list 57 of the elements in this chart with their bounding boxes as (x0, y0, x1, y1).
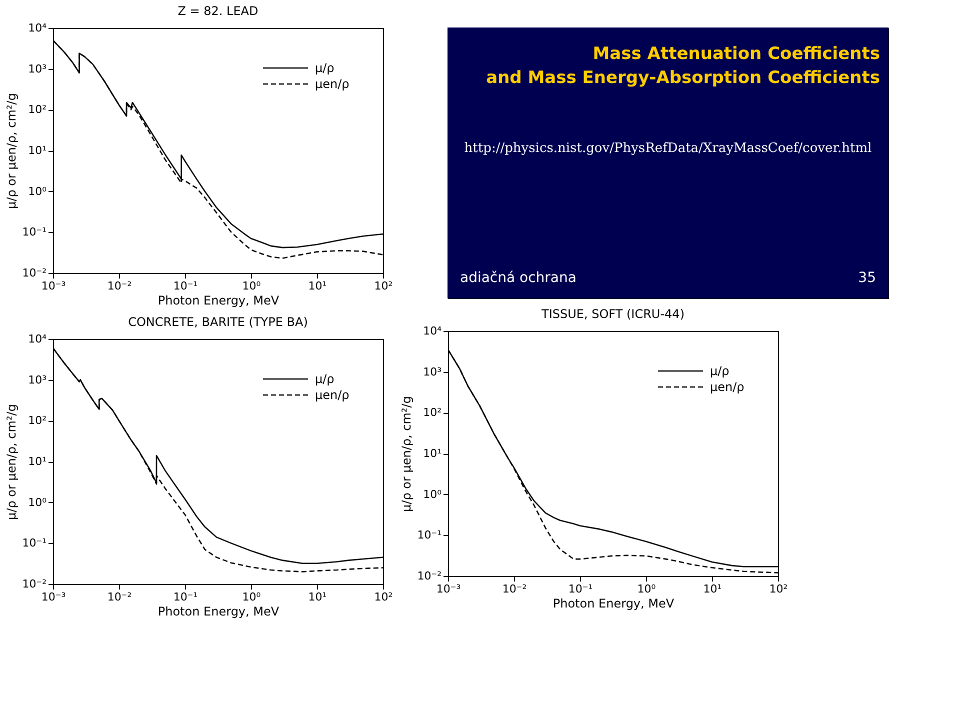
x-tick-label: 10⁰ (242, 590, 262, 604)
x-tick-label: 10¹ (308, 590, 327, 604)
text: 35 (858, 270, 876, 286)
x-tick-label: 10⁻¹ (568, 582, 593, 596)
text: adiačná ochrana (460, 270, 576, 286)
y-tick-label: 10¹ (28, 455, 46, 468)
chart-title: Z = 82. LEAD (178, 4, 258, 18)
y-axis-title: μ/ρ or μen/ρ, cm²/g (399, 396, 414, 512)
y-tick-label: 10¹ (28, 144, 46, 157)
y-tick-label: 10⁻² (22, 266, 46, 280)
x-tick-label: 10² (374, 280, 393, 292)
text: http://physics.nist.gov/PhysRefData/XrayMassCoef/cover.html (464, 141, 872, 156)
legend-label: μ/ρ (315, 61, 334, 75)
y-tick-label: 10² (28, 414, 46, 428)
legend-label: μ/ρ (710, 364, 730, 378)
y-tick-label: 10³ (28, 373, 46, 386)
y-tick-label: 10¹ (423, 447, 442, 460)
x-tick-label: 10⁻¹ (173, 590, 198, 604)
text: Mass Attenuation Coefficients and Mass Energy-Absorption Coefficients (486, 44, 880, 88)
x-tick-label: 10² (374, 590, 393, 604)
legend-label: μen/ρ (315, 388, 350, 402)
x-tick-label: 10⁻² (107, 280, 132, 292)
y-tick-label: 10⁰ (28, 496, 48, 509)
x-tick-label: 10⁻³ (41, 590, 66, 604)
y-tick-label: 10⁰ (28, 184, 48, 198)
legend-label: μen/ρ (710, 380, 744, 394)
y-axis-title: μ/ρ or μen/ρ, cm²/g (4, 404, 18, 520)
chart-title: TISSUE, SOFT (ICRU-44) (540, 307, 684, 321)
x-tick-label: 10⁰ (637, 582, 656, 596)
x-tick-label: 10⁻³ (436, 582, 461, 596)
x-tick-label: 10⁻¹ (173, 280, 198, 292)
y-tick-label: 10² (423, 406, 442, 420)
y-tick-label: 10⁻² (417, 570, 442, 582)
y-tick-label: 10⁰ (423, 488, 442, 501)
x-tick-label: 10² (769, 582, 788, 596)
y-tick-label: 10³ (28, 62, 46, 76)
x-tick-label: 10¹ (308, 280, 327, 292)
x-tick-label: 10⁰ (242, 280, 262, 292)
y-tick-label: 10⁴ (28, 332, 48, 346)
y-tick-label: 10⁻¹ (22, 226, 46, 239)
legend-label: μen/ρ (315, 77, 350, 91)
y-tick-label: 10⁻¹ (22, 536, 46, 550)
x-axis-title: Photon Energy, MeV (158, 294, 280, 308)
y-axis-title: μ/ρ or μen/ρ, cm²/g (4, 93, 18, 209)
y-tick-label: 10⁴ (423, 324, 442, 338)
y-tick-label: 10⁻¹ (417, 528, 442, 542)
x-axis-title: Photon Energy, MeV (552, 596, 675, 610)
x-tick-label: 10⁻² (502, 582, 527, 596)
x-tick-label: 10⁻² (107, 590, 132, 604)
x-tick-label: 10⁻³ (41, 280, 66, 292)
y-tick-label: 10² (28, 103, 46, 116)
y-tick-label: 10³ (423, 365, 442, 378)
legend-label: μ/ρ (315, 372, 334, 386)
chart-title: CONCRETE, BARITE (TYPE BA) (128, 315, 308, 329)
y-tick-label: 10⁴ (28, 22, 48, 34)
x-tick-label: 10¹ (703, 582, 722, 596)
x-axis-title: Photon Energy, MeV (158, 604, 280, 618)
